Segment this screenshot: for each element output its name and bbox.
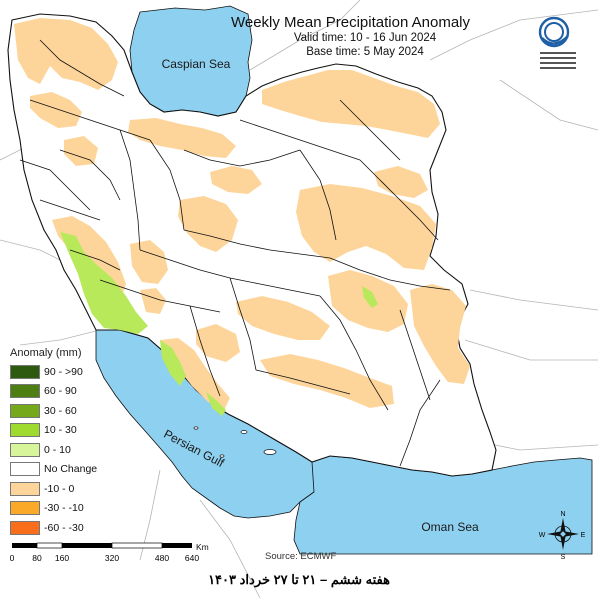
legend-item: -60 - -30: [10, 518, 100, 538]
negative-anomaly-areas: [14, 18, 470, 410]
footer-caption: هفته ششم – ۲۱ تا ۲۷ خرداد ۱۴۰۳: [208, 572, 390, 587]
positive-anomaly-areas: [60, 232, 378, 416]
legend-swatch: [10, 462, 40, 477]
legend-swatch: [10, 442, 40, 457]
legend-label: 10 - 30: [44, 424, 77, 437]
caspian-sea-label: Caspian Sea: [162, 57, 231, 71]
compass-s: S: [561, 554, 566, 561]
compass-n: N: [560, 511, 565, 518]
title-block: Weekly Mean Precipitation Anomaly Valid …: [170, 14, 470, 59]
map-title: Weekly Mean Precipitation Anomaly: [230, 14, 470, 31]
legend-label: -30 - -10: [44, 502, 84, 515]
scale-tick-640: 640: [185, 553, 199, 563]
legend-item: 60 - 90: [10, 382, 100, 402]
legend-item: -10 - 0: [10, 479, 100, 499]
legend-swatch: [10, 423, 40, 438]
legend-swatch: [10, 481, 40, 496]
scale-tick-80: 80: [32, 553, 42, 563]
scale-bar: Km 0 80 160 320 480 640: [10, 542, 209, 563]
source-credit: Source: ECMWF: [265, 551, 337, 562]
legend-label: 0 - 10: [44, 443, 71, 456]
legend-swatch: [10, 501, 40, 516]
legend-label: -10 - 0: [44, 482, 75, 495]
legend-item: 30 - 60: [10, 401, 100, 421]
oman-sea-label: Oman Sea: [421, 520, 479, 534]
compass-w: W: [539, 532, 546, 539]
compass-e: E: [581, 532, 586, 539]
scale-tick-480: 480: [155, 553, 169, 563]
compass-rose-icon: N S E W: [539, 511, 586, 561]
scale-tick-0: 0: [10, 553, 15, 563]
valid-time: Valid time: 10 - 16 Jun 2024: [293, 32, 437, 44]
organization-logo-icon: [538, 16, 576, 69]
legend-item: 10 - 30: [10, 421, 100, 441]
legend-swatch: [10, 384, 40, 399]
scale-tick-320: 320: [105, 553, 119, 563]
legend-label: -60 - -30: [44, 521, 84, 534]
legend-swatch: [10, 403, 40, 418]
legend-title: Anomaly (mm): [10, 347, 82, 359]
legend-label: No Change: [44, 463, 98, 476]
legend-item: No Change: [10, 460, 100, 480]
scale-unit: Km: [196, 542, 209, 552]
gulf-islands: [193, 426, 277, 458]
legend-item: 0 - 10: [10, 440, 100, 460]
base-time: Base time: 5 May 2024: [306, 46, 424, 58]
province-borders: [19, 39, 451, 467]
legend-swatch: [10, 520, 40, 535]
legend-label: 30 - 60: [44, 404, 77, 417]
legend-item: -30 - -10: [10, 499, 100, 519]
scale-tick-160: 160: [55, 553, 69, 563]
legend-swatch: [10, 364, 40, 379]
legend-label: 60 - 90: [44, 385, 77, 398]
legend: Anomaly (mm) 90 - >90 60 - 90 30 - 60 10…: [10, 347, 100, 538]
legend-item: 90 - >90: [10, 362, 100, 382]
legend-label: 90 - >90: [44, 365, 83, 378]
